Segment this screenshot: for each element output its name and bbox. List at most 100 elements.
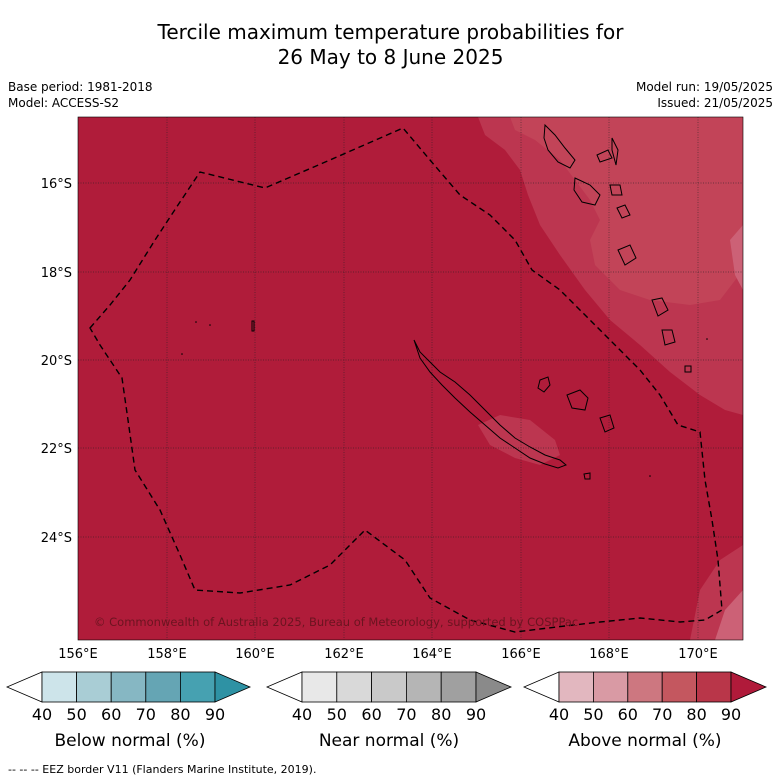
probability-region-60 — [510, 117, 743, 305]
new-caledonia-island — [413, 339, 567, 469]
colorbar-tick-label: 90 — [465, 705, 487, 724]
longitude-labels: 156°E 158°E 160°E 162°E 164°E 166°E 168°… — [58, 647, 718, 662]
islet-isle-of-pines — [583, 472, 591, 480]
vanuatu-shepherd — [616, 204, 631, 219]
model-run: Model run: 19/05/2025 — [635, 80, 773, 94]
latitude-labels: 16°S 18°S 20°S 22°S 24°S — [41, 177, 72, 546]
colorbar-tick-label: 40 — [31, 705, 53, 724]
islet-5 — [706, 338, 708, 340]
colorbar-segment — [405, 671, 442, 703]
lon-label: 164°E — [412, 647, 452, 662]
colorbar-extend-low — [265, 671, 303, 703]
colorbar-segment — [179, 671, 216, 703]
lon-label: 156°E — [58, 647, 98, 662]
lat-label: 20°S — [41, 354, 72, 369]
colorbar-segment — [440, 671, 477, 703]
colorbar-segment — [301, 671, 338, 703]
islet-6 — [649, 475, 651, 477]
colorbar-segment — [627, 671, 663, 703]
colorbar-tick-label: 70 — [652, 705, 673, 724]
colorbar-segment — [41, 671, 77, 703]
meta-right: Model run: 19/05/2025 Issued: 21/05/2025 — [636, 79, 773, 111]
loyalty-island-3 — [599, 414, 615, 433]
loyalty-island-1 — [537, 376, 551, 393]
colorbar-near-normal — [265, 671, 513, 703]
colorbar-tick-label: 90 — [204, 705, 226, 724]
colorbar-tick-label: 80 — [170, 705, 191, 724]
base-period: Base period: 1981-2018 — [8, 80, 153, 94]
vanuatu-island-3 — [611, 137, 619, 166]
colorbar-below-normal — [5, 671, 252, 703]
lat-label: 18°S — [41, 266, 72, 281]
colorbar-segment — [371, 671, 407, 703]
colorbar-label-above: Above normal (%) — [568, 731, 722, 751]
colorbar-extend-low — [522, 671, 560, 703]
colorbar-tick-label: 90 — [720, 705, 742, 724]
islet-3 — [209, 324, 211, 326]
vanuatu-espiritu-santo — [543, 123, 576, 169]
map-panel: © Commonwealth of Australia 2025, Bureau… — [78, 117, 743, 640]
title-line-2: 26 May to 8 June 2025 — [277, 45, 504, 69]
colorbar-tick-label: 50 — [326, 705, 347, 724]
lat-label: 16°S — [41, 177, 72, 192]
colorbar-tick-label: 50 — [583, 705, 604, 724]
islet-2 — [195, 321, 197, 323]
issued-date: Issued: 21/05/2025 — [657, 96, 773, 110]
model-name: Model: ACCESS-S2 — [8, 96, 120, 110]
meta-left: Base period: 1981-2018 Model: ACCESS-S2 — [8, 79, 153, 111]
lon-label: 166°E — [501, 647, 541, 662]
colorbar-segment — [110, 671, 147, 703]
colorbar-segment — [593, 671, 629, 703]
colorbar-tick-label: 40 — [548, 705, 570, 724]
vanuatu-malakula — [573, 177, 601, 206]
colorbar-extend-low — [5, 671, 43, 703]
lon-label: 168°E — [589, 647, 629, 662]
colorbar-label-below: Below normal (%) — [54, 731, 206, 751]
colorbar-tick-label: 80 — [686, 705, 707, 724]
vanuatu-tanna — [661, 329, 676, 346]
colorbar-segment — [696, 671, 732, 703]
colorbar-tick-label: 70 — [396, 705, 417, 724]
lat-label: 22°S — [41, 442, 72, 457]
colorbar-tick-label: 40 — [291, 705, 313, 724]
map-title: Tercile maximum temperature probabilitie… — [0, 20, 781, 70]
probability-region-50 — [730, 225, 743, 290]
lon-label: 162°E — [324, 647, 364, 662]
loyalty-island-2 — [566, 389, 589, 411]
colorbar-extend-high — [730, 671, 768, 703]
vanuatu-island-2 — [596, 149, 613, 163]
colorbar-tick-label: 70 — [135, 705, 156, 724]
graticule — [78, 117, 743, 640]
vanuatu-epi — [609, 184, 623, 196]
colorbar-tick-label: 50 — [66, 705, 87, 724]
title-line-1: Tercile maximum temperature probabilitie… — [157, 20, 624, 44]
colorbar-segment — [336, 671, 372, 703]
islet-4 — [181, 353, 183, 355]
probability-region-south-light — [715, 590, 743, 640]
colorbar-segment — [145, 671, 181, 703]
vanuatu-aneityum — [684, 365, 692, 373]
colorbar-label-near: Near normal (%) — [318, 731, 460, 751]
colorbar-tick-label: 60 — [617, 705, 638, 724]
lon-label: 158°E — [147, 647, 187, 662]
map-frame — [77, 116, 744, 641]
copyright-text: © Commonwealth of Australia 2025, Bureau… — [94, 615, 578, 629]
colorbar-extend-high — [475, 671, 513, 703]
colorbar-tick-label: 80 — [431, 705, 452, 724]
colorbar-above-normal — [522, 671, 768, 703]
colorbar-segment — [661, 671, 698, 703]
colorbar-tick-label: 60 — [361, 705, 382, 724]
colorbar-segment — [558, 671, 594, 703]
vanuatu-efate — [617, 244, 637, 266]
islet-1 — [251, 320, 255, 332]
colorbar-segment — [76, 671, 112, 703]
colorbar-extend-high — [214, 671, 252, 703]
colorbar-tick-label: 60 — [101, 705, 122, 724]
eez-legend-footer: -- -- -- EEZ border V11 (Flanders Marine… — [8, 763, 317, 776]
lat-label: 24°S — [41, 531, 72, 546]
eez-border — [89, 127, 723, 633]
lon-label: 170°E — [678, 647, 718, 662]
vanuatu-erromango — [651, 297, 669, 317]
lon-label: 160°E — [235, 647, 275, 662]
